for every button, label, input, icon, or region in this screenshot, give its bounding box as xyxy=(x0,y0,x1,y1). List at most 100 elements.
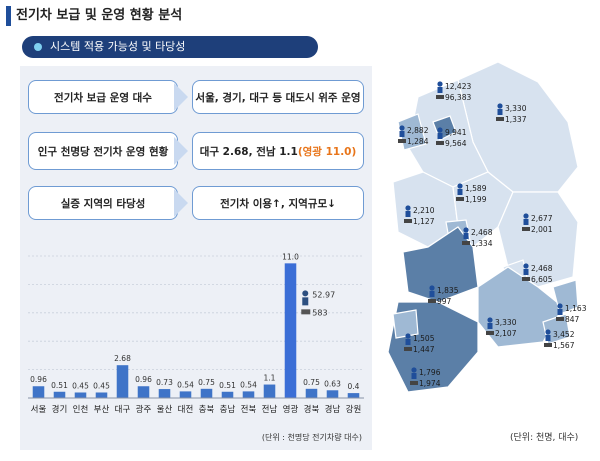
person-body xyxy=(399,131,405,137)
arrow-right-icon xyxy=(174,189,188,217)
category-label: 대전 xyxy=(178,404,194,415)
map-population: 3,452 xyxy=(553,330,575,339)
map-population: 3,330 xyxy=(505,104,527,113)
person-icon xyxy=(437,81,443,87)
category-label: 경남 xyxy=(325,404,341,415)
map-car-count: 2,001 xyxy=(531,225,553,234)
bar xyxy=(326,390,339,398)
car-icon xyxy=(486,331,494,335)
bar-value-label: 0.54 xyxy=(177,380,194,389)
car-icon xyxy=(398,139,406,143)
row3-left-box: 실증 지역의 타당성 xyxy=(28,186,178,220)
row1-right-box: 서울, 경기, 대구 등 대도시 위주 운영 xyxy=(192,80,364,114)
category-label: 전남 xyxy=(262,404,278,415)
bar-value-label: 0.45 xyxy=(93,381,110,390)
car-icon xyxy=(404,219,412,223)
bar-value-label: 0.75 xyxy=(303,378,320,387)
map-population: 2,468 xyxy=(471,228,493,237)
bar-chart: 0.96 서울 0.51 경기 0.45 인천 0.45 부산 2.68 대구 0.96 광주 0.73… xyxy=(28,252,364,442)
car-icon xyxy=(462,241,470,245)
person-icon xyxy=(405,205,411,211)
bar-value-label: 2.68 xyxy=(114,354,131,363)
annotation-car-count: 52.97 xyxy=(312,290,335,299)
category-label: 충북 xyxy=(199,405,215,415)
bar xyxy=(158,389,171,398)
category-label: 울산 xyxy=(157,404,173,415)
page-title: 전기차 보급 및 운영 현황 분석 xyxy=(16,8,183,23)
korea-map: 12,423 96,383 3,330 1,337 2,882 1,284 9,941 9,5… xyxy=(387,61,587,393)
car-icon xyxy=(456,197,464,201)
person-icon xyxy=(405,333,411,339)
category-label: 서울 xyxy=(31,405,47,415)
person-icon xyxy=(399,125,405,131)
category-label: 인천 xyxy=(73,404,89,415)
bar-value-label: 0.51 xyxy=(51,381,68,390)
map-car-count: 1,974 xyxy=(419,379,441,388)
map-car-count: 96,383 xyxy=(445,93,471,102)
car-icon xyxy=(410,381,418,385)
map-population: 3,330 xyxy=(495,318,517,327)
bar-value-label: 0.63 xyxy=(324,379,341,388)
analysis-panel xyxy=(20,66,372,450)
row2-left-box: 인구 천명당 전기차 운영 현황 xyxy=(28,132,178,170)
map-car-count: 1,337 xyxy=(505,115,527,124)
person-body xyxy=(487,323,493,329)
person-icon xyxy=(457,183,463,189)
person-icon xyxy=(523,213,529,219)
car-icon xyxy=(436,141,444,145)
person-body xyxy=(437,87,443,93)
map-population: 1,796 xyxy=(419,368,441,377)
row1-left-box: 전기차 보급 운영 대수 xyxy=(28,80,178,114)
car-icon xyxy=(522,227,530,231)
bar xyxy=(242,391,255,398)
row2-right-box: 대구 2.68, 전남 1.1 (영광 11.0) xyxy=(192,132,364,170)
map-population: 2,882 xyxy=(407,126,429,135)
bar xyxy=(116,365,129,398)
subtitle-pill: 시스템 적용 가능성 및 타당성 xyxy=(22,36,318,58)
person-body xyxy=(411,373,417,379)
person-body xyxy=(457,189,463,195)
map-population: 2,468 xyxy=(531,264,553,273)
person-icon xyxy=(437,127,443,133)
subtitle-text: 시스템 적용 가능성 및 타당성 xyxy=(50,40,186,53)
bar-value-label: 0.75 xyxy=(198,378,215,387)
person-icon xyxy=(302,290,309,297)
map-population: 1,505 xyxy=(413,334,435,343)
bar-value-label: 11.0 xyxy=(282,252,299,261)
bar xyxy=(32,386,45,398)
person-icon xyxy=(411,367,417,373)
person-icon xyxy=(463,227,469,233)
bar xyxy=(221,391,234,398)
bar xyxy=(95,392,108,398)
car-icon xyxy=(522,277,530,281)
bar xyxy=(347,393,360,398)
bar-value-label: 0.73 xyxy=(156,378,173,387)
person-body xyxy=(557,309,563,315)
bar xyxy=(305,388,318,398)
person-icon xyxy=(557,303,563,309)
map-car-count: 847 xyxy=(565,315,580,324)
category-label: 경북 xyxy=(304,404,320,415)
map-car-count: 997 xyxy=(437,297,452,306)
map-unit-note: (단위: 천명, 대수) xyxy=(510,433,579,443)
map-car-count: 1,284 xyxy=(407,137,429,146)
bar xyxy=(74,392,87,398)
category-label: 영광 xyxy=(283,404,299,415)
annotation-population: 583 xyxy=(312,308,327,317)
car-icon xyxy=(496,117,504,121)
person-body xyxy=(463,233,469,239)
person-icon xyxy=(487,317,493,323)
person-body xyxy=(437,133,443,139)
bar xyxy=(200,388,213,398)
car-icon xyxy=(556,317,564,321)
arrow-right-icon xyxy=(174,137,188,165)
person-icon xyxy=(497,103,503,109)
person-body xyxy=(405,211,411,217)
category-label: 전북 xyxy=(241,404,257,415)
car-icon xyxy=(544,343,552,347)
map-car-count: 1,447 xyxy=(413,345,435,354)
map-population: 2,677 xyxy=(531,214,553,223)
category-label: 대구 xyxy=(115,405,131,415)
person-body xyxy=(545,335,551,341)
bar-value-label: 0.96 xyxy=(30,375,47,384)
